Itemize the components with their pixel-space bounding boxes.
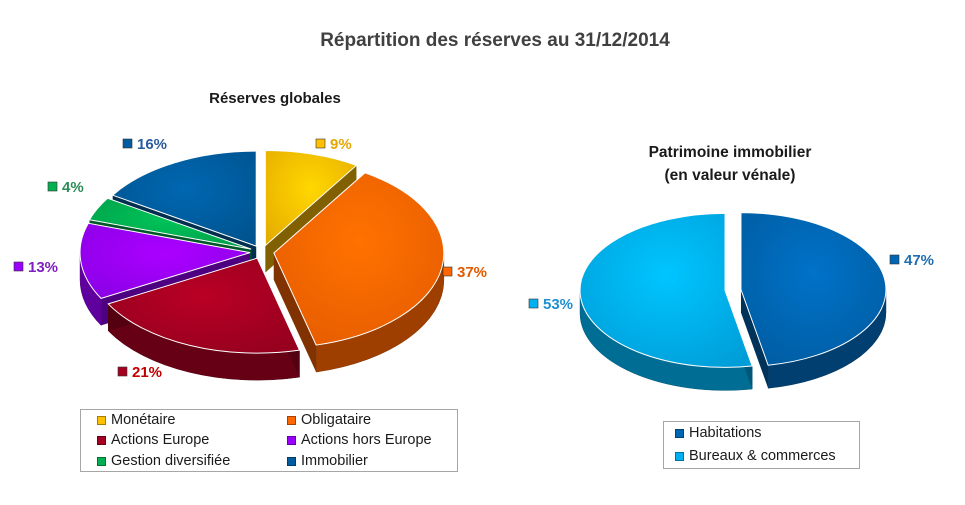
legend-label-immobilier: Immobilier [301, 453, 368, 469]
legend-item-obligataire: Obligataire [287, 412, 371, 428]
chart-title-patrimoine-line1: Patrimoine immobilier [648, 144, 812, 161]
pie-slice-monetaire [264, 150, 358, 247]
data-label-marker-gestion-diversifiee [47, 181, 58, 192]
pie-slice-obligataire [273, 172, 445, 346]
legend-item-gestion-diversifiee: Gestion diversifiée [97, 453, 230, 469]
legend-label-gestion-diversifiee: Gestion diversifiée [111, 453, 231, 469]
pie-slice-actions-hors-europe [79, 222, 251, 299]
data-label-marker-immobilier [122, 138, 133, 149]
legend-swatch-obligataire [287, 415, 296, 425]
pie-slice-wall-obligataire [273, 253, 317, 373]
legend-label-obligataire: Obligataire [301, 412, 372, 428]
legend-reserves-globales: Monétaire Obligataire Actions Europe Act… [80, 409, 458, 472]
legend-label-bureaux-commerces: Bureaux & commerces [689, 448, 836, 464]
data-label-actions-hors-europe: 13% [28, 259, 58, 276]
data-label-marker-obligataire [442, 266, 453, 277]
main-title: Répartition des réserves au 31/12/2014 [320, 30, 670, 51]
legend-label-actions-hors-europe: Actions hors Europe [301, 432, 432, 448]
data-label-gestion-diversifiee: 4% [62, 179, 84, 196]
legend-swatch-monetaire [97, 415, 106, 425]
data-label-marker-monetaire [315, 138, 326, 149]
legend-swatch-bureaux-commerces [675, 451, 684, 461]
pie-slice-wall-habitations [740, 289, 769, 389]
legend-swatch-actions-hors-europe [287, 435, 296, 445]
legend-item-monetaire: Monétaire [97, 412, 175, 428]
legend-swatch-gestion-diversifiee [97, 456, 106, 466]
legend-label-actions-europe: Actions Europe [111, 432, 210, 448]
legend-patrimoine: Habitations Bureaux & commerces [663, 421, 860, 469]
legend-item-actions-hors-europe: Actions hors Europe [287, 432, 432, 448]
legend-item-bureaux-commerces: Bureaux & commerces [675, 448, 836, 464]
legend-swatch-immobilier [287, 456, 296, 466]
legend-swatch-habitations [675, 428, 684, 438]
data-label-habitations: 47% [904, 252, 934, 269]
chart-title-reserves-globales: Réserves globales [209, 90, 341, 107]
pie-chart-2: 47% 53% [528, 212, 934, 391]
data-label-marker-actions-europe [117, 366, 128, 377]
data-label-marker-habitations [889, 254, 900, 265]
pie-slice-actions-europe [107, 257, 301, 354]
data-label-marker-actions-hors-europe [13, 261, 24, 272]
legend-swatch-actions-europe [97, 435, 106, 445]
data-label-immobilier: 16% [137, 136, 167, 153]
data-label-monetaire: 9% [330, 136, 352, 153]
data-label-bureaux-commerces: 53% [543, 296, 573, 313]
data-label-actions-europe: 21% [132, 364, 162, 381]
pie-slice-habitations [740, 212, 887, 366]
data-label-obligataire: 37% [457, 264, 487, 281]
pie-slice-bureaux-commerces [579, 212, 753, 368]
pie-chart-1: 9% 37% 21% 13% 4% 16% [13, 136, 487, 381]
data-label-marker-bureaux-commerces [528, 298, 539, 309]
pie-slice-gestion-diversifiee [88, 197, 252, 250]
legend-label-habitations: Habitations [689, 425, 762, 441]
legend-item-habitations: Habitations [675, 425, 762, 441]
legend-label-monetaire: Monétaire [111, 412, 176, 428]
chart-title-patrimoine-line2: (en valeur vénale) [664, 167, 796, 184]
legend-item-immobilier: Immobilier [287, 453, 368, 469]
chart-title-patrimoine: Patrimoine immobilier (en valeur vénale) [600, 141, 860, 187]
pie-slice-immobilier [111, 150, 257, 247]
legend-item-actions-europe: Actions Europe [97, 432, 209, 448]
